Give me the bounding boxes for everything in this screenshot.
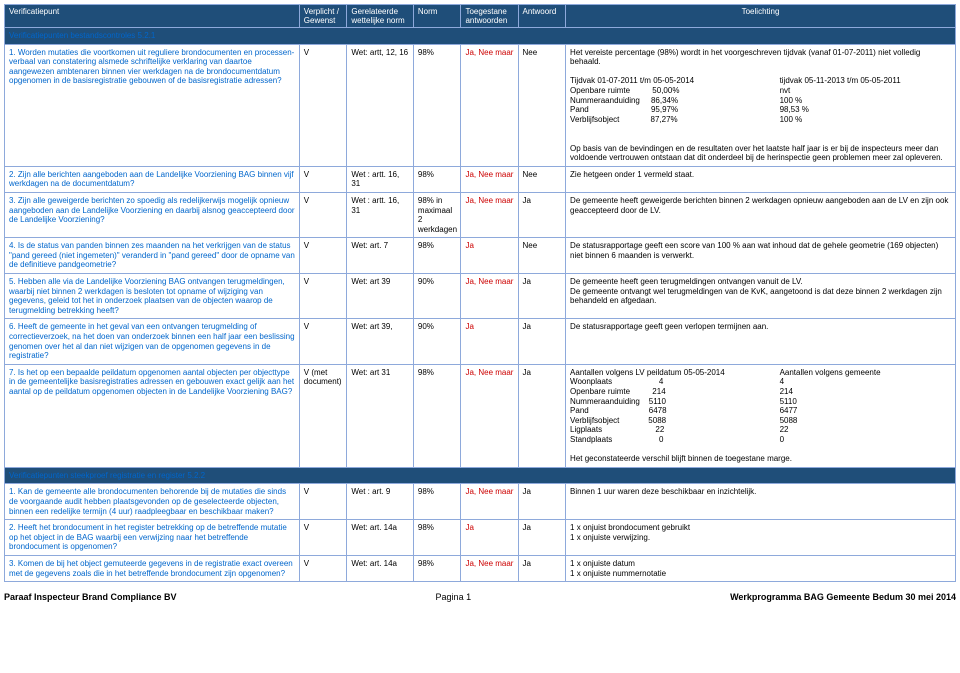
table-row: 2. Heeft het brondocument in het registe… — [5, 520, 956, 556]
header-toe: Toelichting — [566, 5, 956, 28]
table-row: 1. Worden mutaties die voortkomen uit re… — [5, 44, 956, 166]
table-row: 7. Is het op een bepaalde peildatum opge… — [5, 364, 956, 467]
section-header: Verificatiepunten steekproef registratie… — [5, 467, 956, 484]
header-vg: Verplicht / Gewenst — [299, 5, 347, 28]
header-ant: Antwoord — [518, 5, 566, 28]
footer-left: Paraaf Inspecteur Brand Compliance BV — [4, 592, 177, 602]
audit-table: Verificatiepunt Verplicht / Gewenst Gere… — [4, 4, 956, 582]
footer-right: Werkprogramma BAG Gemeente Bedum 30 mei … — [730, 592, 956, 602]
header-norm: Norm — [413, 5, 461, 28]
table-header: Verificatiepunt Verplicht / Gewenst Gere… — [5, 5, 956, 28]
table-row: 1. Kan de gemeente alle brondocumenten b… — [5, 484, 956, 520]
section-header: Verificatiepunten bestandscontroles 5.2.… — [5, 28, 956, 45]
header-wn: Gerelateerde wettelijke norm — [347, 5, 414, 28]
header-vp: Verificatiepunt — [5, 5, 300, 28]
footer-center: Pagina 1 — [436, 592, 472, 602]
page-footer: Paraaf Inspecteur Brand Compliance BV Pa… — [4, 592, 956, 602]
header-ta: Toegestane antwoorden — [461, 5, 518, 28]
table-row: 2. Zijn alle berichten aangeboden aan de… — [5, 166, 956, 192]
table-row: 3. Komen de bij het object gemuteerde ge… — [5, 555, 956, 581]
table-row: 3. Zijn alle geweigerde berichten zo spo… — [5, 192, 956, 237]
table-row: 6. Heeft de gemeente in het geval van ee… — [5, 319, 956, 364]
table-row: 4. Is de status van panden binnen zes ma… — [5, 238, 956, 274]
table-row: 5. Hebben alle via de Landelijke Voorzie… — [5, 274, 956, 319]
